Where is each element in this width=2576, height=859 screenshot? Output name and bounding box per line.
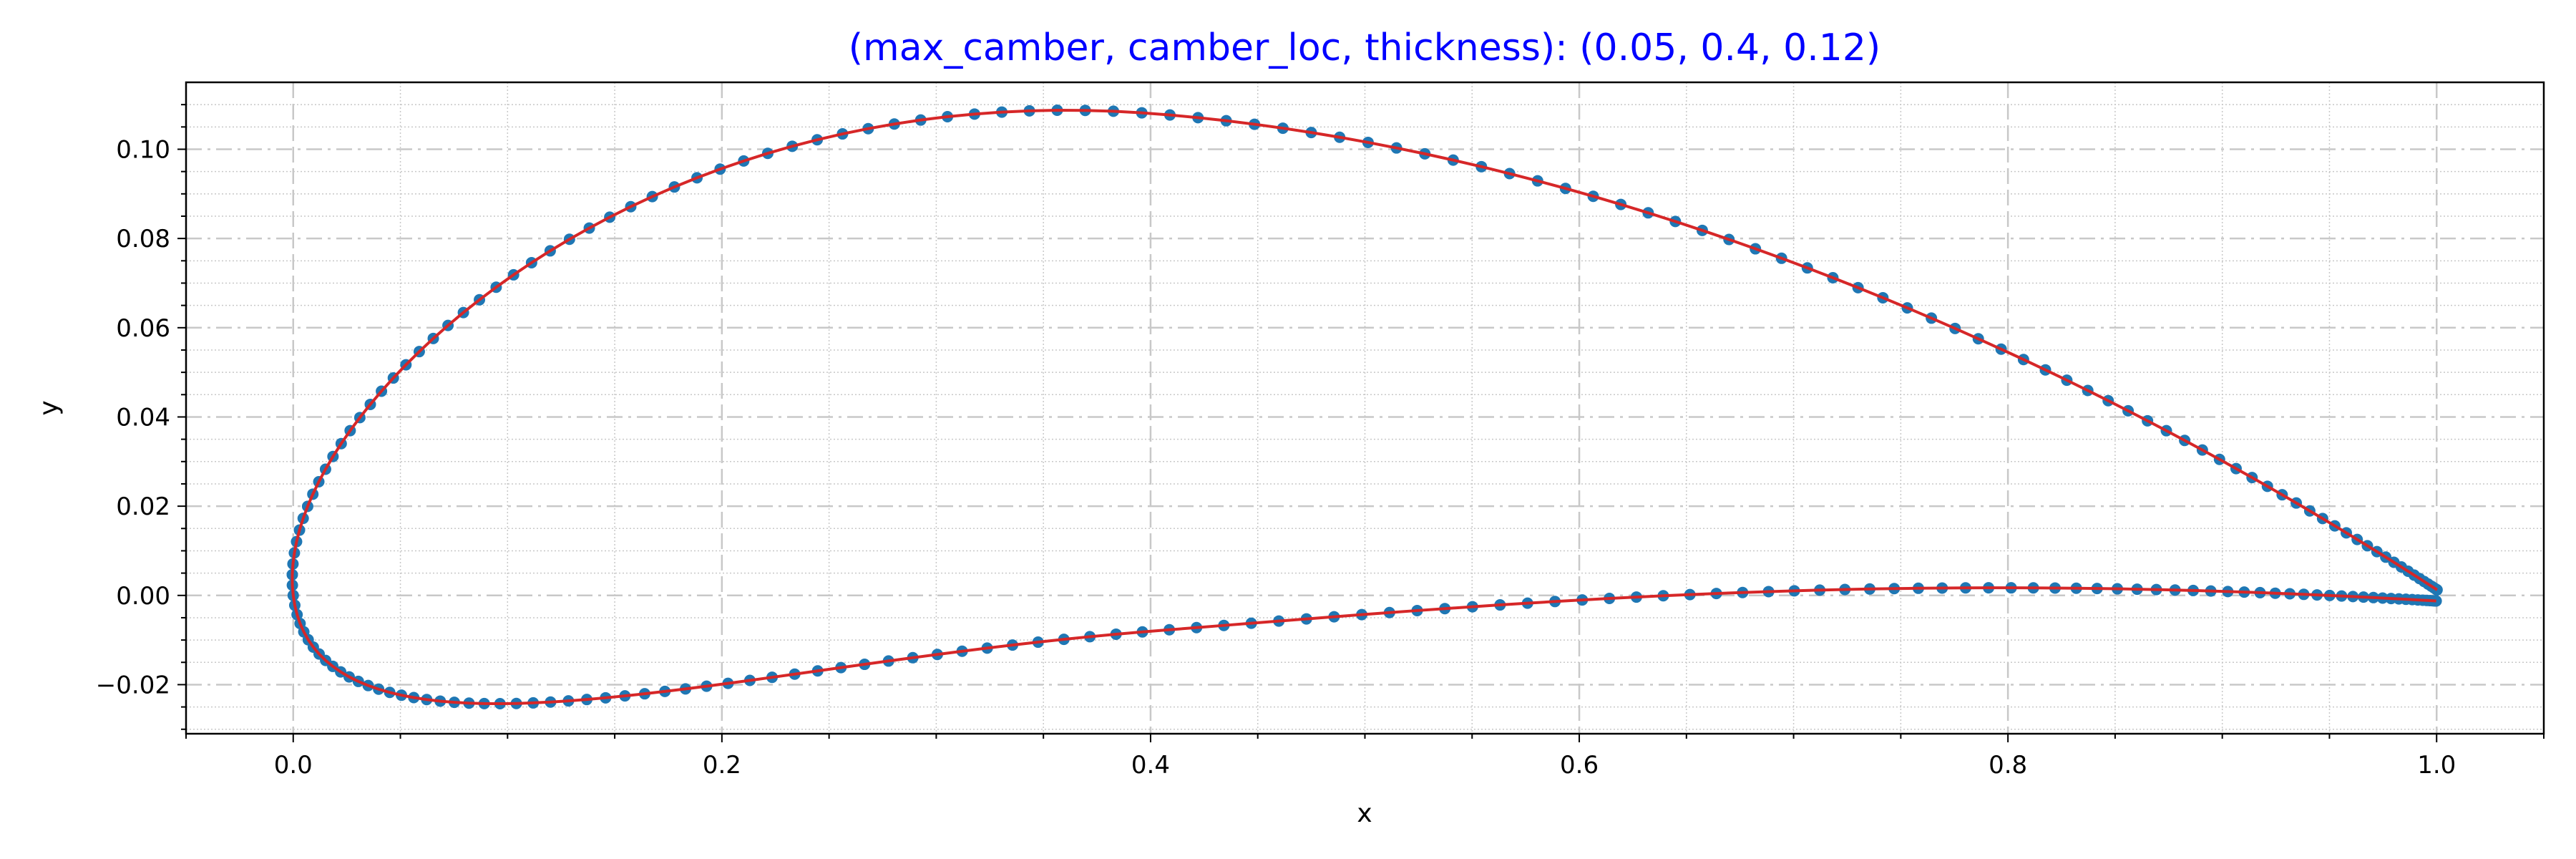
y-tick-label: 0.06 xyxy=(116,314,170,343)
y-tick-label: 0.08 xyxy=(116,225,170,253)
x-tick-label: 0.4 xyxy=(1131,751,1170,780)
airfoil-line xyxy=(291,109,2438,706)
y-axis-ticks: −0.02 0.00 0.02 0.04 0.06 0.08 0.10 xyxy=(96,104,186,730)
x-axis-ticks: 0.0 0.2 0.4 0.6 0.8 1.0 xyxy=(185,734,2545,780)
x-tick-label: 0.0 xyxy=(274,751,313,780)
x-tick-label: 0.6 xyxy=(1560,751,1599,780)
y-tick-label: 0.04 xyxy=(116,403,170,432)
y-tick-label: 0.02 xyxy=(116,492,170,521)
plot-area xyxy=(286,105,2443,710)
x-axis-label: x xyxy=(1357,799,1372,828)
x-tick-label: 0.8 xyxy=(1989,751,2027,780)
y-axis-label: y xyxy=(34,400,64,415)
y-tick-label: −0.02 xyxy=(96,671,170,699)
x-tick-label: 0.2 xyxy=(703,751,741,780)
chart-title: (max_camber, camber_loc, thickness): (0.… xyxy=(849,26,1880,69)
major-grid xyxy=(186,82,2544,734)
x-tick-label: 1.0 xyxy=(2417,751,2456,780)
y-tick-label: 0.10 xyxy=(116,135,170,164)
y-tick-label: 0.00 xyxy=(116,582,170,611)
